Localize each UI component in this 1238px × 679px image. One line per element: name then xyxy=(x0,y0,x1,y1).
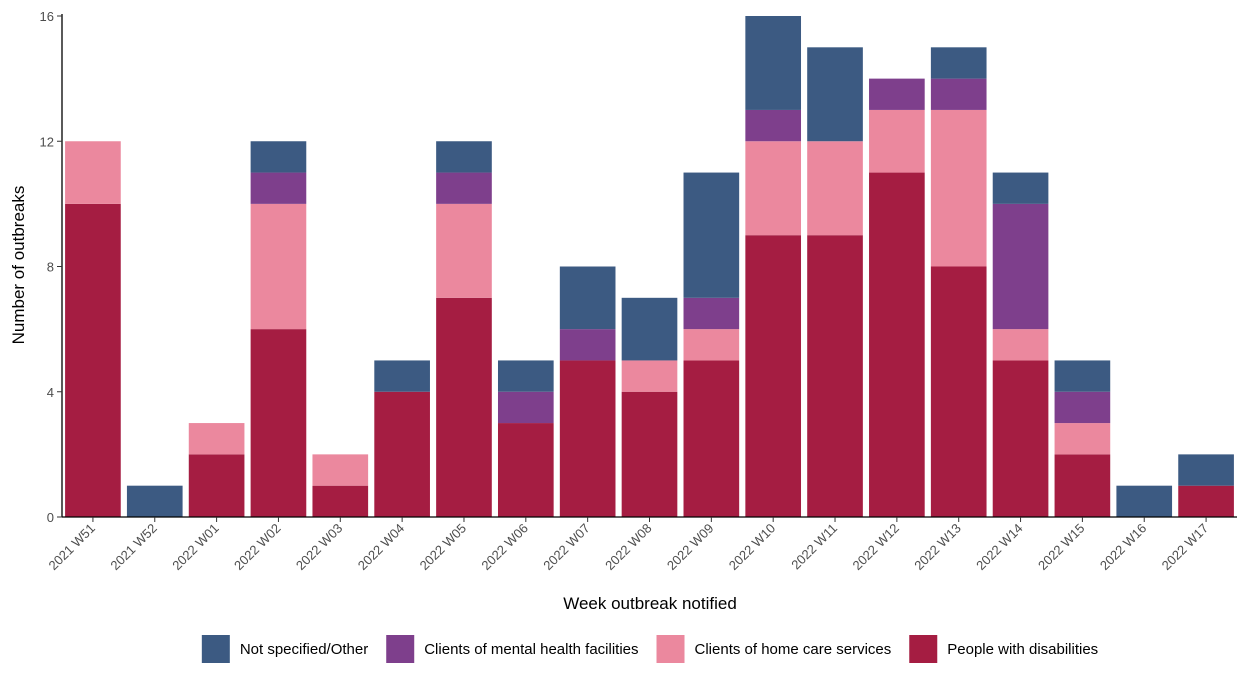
legend-swatch xyxy=(386,635,415,663)
bar-segment-2022-w07-people-with-disabilities xyxy=(559,360,616,517)
legend-item-clients-of-mental-health-facilities: Clients of mental health facilities xyxy=(386,635,639,663)
x-tick-label: 2021 W52 xyxy=(107,521,160,574)
x-tick-label: 2022 W08 xyxy=(602,521,655,574)
x-tick-label: 2022 W15 xyxy=(1035,521,1088,574)
bar-segment-2022-w12-clients-of-mental-health-facilities xyxy=(869,78,925,110)
y-tick-label: 0 xyxy=(47,510,54,525)
legend-item-clients-of-home-care-services: Clients of home care services xyxy=(656,635,892,663)
bar-segment-2022-w14-clients-of-mental-health-facilities xyxy=(992,203,1049,330)
x-tick-label: 2022 W17 xyxy=(1159,521,1212,574)
bar-segment-2022-w08-people-with-disabilities xyxy=(621,391,678,517)
bar-segment-2022-w02-people-with-disabilities xyxy=(250,329,307,517)
bar-segment-2022-w11-clients-of-home-care-services xyxy=(807,141,863,236)
x-tick-label: 2022 W09 xyxy=(664,521,717,574)
x-tick-label: 2021 W51 xyxy=(46,521,99,574)
bar-segment-2022-w05-not-specified-other xyxy=(436,141,492,173)
legend-label: Not specified/Other xyxy=(240,641,368,658)
bar-segment-2022-w03-people-with-disabilities xyxy=(312,485,369,517)
bar-segment-2022-w10-clients-of-mental-health-facilities xyxy=(745,109,802,142)
bar-segment-2022-w15-not-specified-other xyxy=(1054,360,1111,392)
x-tick-label: 2022 W14 xyxy=(973,521,1026,574)
y-tick-label: 4 xyxy=(47,385,54,400)
bars-layer xyxy=(65,16,1234,517)
legend-item-people-with-disabilities: People with disabilities xyxy=(909,635,1098,663)
bar-segment-2022-w09-people-with-disabilities xyxy=(683,360,740,517)
x-tick-label: 2022 W16 xyxy=(1097,521,1150,574)
bar-segment-2022-w12-people-with-disabilities xyxy=(869,172,925,517)
bar-segment-2022-w06-people-with-disabilities xyxy=(497,423,554,517)
bar-segment-2022-w09-clients-of-mental-health-facilities xyxy=(683,297,740,330)
x-tick-label: 2022 W05 xyxy=(417,521,470,574)
bar-segment-2022-w04-not-specified-other xyxy=(374,360,430,392)
bar-segment-2022-w14-clients-of-home-care-services xyxy=(992,329,1049,361)
bar-segment-2022-w13-not-specified-other xyxy=(930,47,987,79)
bar-segment-2022-w01-people-with-disabilities xyxy=(188,454,245,517)
bar-segment-2022-w02-not-specified-other xyxy=(250,141,307,173)
y-tick-label: 12 xyxy=(40,134,54,149)
bar-segment-2022-w13-clients-of-home-care-services xyxy=(930,109,987,267)
legend-item-not-specified-other: Not specified/Other xyxy=(201,635,368,663)
x-tick-label: 2022 W13 xyxy=(911,521,964,574)
bar-segment-2022-w13-clients-of-mental-health-facilities xyxy=(930,78,987,110)
bar-segment-2022-w13-people-with-disabilities xyxy=(930,266,987,517)
bar-segment-2022-w10-clients-of-home-care-services xyxy=(745,141,802,236)
bar-segment-2022-w14-people-with-disabilities xyxy=(992,360,1049,517)
x-tick-label: 2022 W06 xyxy=(478,521,531,574)
x-tick-label: 2022 W11 xyxy=(788,521,840,573)
bar-segment-2022-w10-people-with-disabilities xyxy=(745,235,802,517)
bar-segment-2022-w17-not-specified-other xyxy=(1178,454,1234,486)
x-axis-title: Week outbreak notified xyxy=(563,594,737,613)
x-tick-label: 2022 W04 xyxy=(355,521,408,574)
legend-label: People with disabilities xyxy=(947,641,1098,658)
x-tick-label: 2022 W03 xyxy=(293,521,346,574)
bar-segment-2022-w09-not-specified-other xyxy=(683,172,740,298)
y-tick-label: 8 xyxy=(47,260,54,275)
bar-segment-2022-w02-clients-of-home-care-services xyxy=(250,203,307,330)
legend: Not specified/Other Clients of mental hea… xyxy=(201,635,1098,663)
bar-segment-2022-w09-clients-of-home-care-services xyxy=(683,329,740,361)
x-tick-label: 2022 W02 xyxy=(231,521,284,574)
bar-segment-2022-w07-clients-of-mental-health-facilities xyxy=(559,329,616,361)
bar-segment-2022-w04-people-with-disabilities xyxy=(374,391,430,517)
bar-segment-2022-w17-people-with-disabilities xyxy=(1178,485,1234,517)
bar-segment-2022-w05-clients-of-home-care-services xyxy=(436,203,492,298)
x-tick-label: 2022 W07 xyxy=(540,521,593,574)
bar-segment-2022-w10-not-specified-other xyxy=(745,16,802,110)
bar-segment-2022-w11-people-with-disabilities xyxy=(807,235,863,517)
bar-segment-2022-w14-not-specified-other xyxy=(992,172,1049,204)
bar-segment-2022-w08-not-specified-other xyxy=(621,297,678,361)
y-tick-label: 16 xyxy=(40,9,54,24)
bar-segment-2022-w16-not-specified-other xyxy=(1116,485,1173,517)
x-tick-label: 2022 W12 xyxy=(849,521,902,574)
bar-segment-2022-w06-clients-of-mental-health-facilities xyxy=(497,391,554,424)
bar-segment-2022-w08-clients-of-home-care-services xyxy=(621,360,678,392)
bar-segment-2022-w06-not-specified-other xyxy=(497,360,554,392)
bar-segment-2022-w02-clients-of-mental-health-facilities xyxy=(250,172,307,204)
legend-swatch xyxy=(656,635,685,663)
bar-segment-2021-w51-people-with-disabilities xyxy=(65,203,121,517)
bar-segment-2022-w03-clients-of-home-care-services xyxy=(312,454,369,486)
bar-segment-2022-w05-clients-of-mental-health-facilities xyxy=(436,172,492,204)
legend-label: Clients of mental health facilities xyxy=(424,641,638,658)
bar-segment-2022-w11-not-specified-other xyxy=(807,47,863,142)
bar-segment-2022-w15-clients-of-home-care-services xyxy=(1054,423,1111,455)
x-tick-label: 2022 W10 xyxy=(726,521,779,574)
y-axis-title: Number of outbreaks xyxy=(9,186,28,345)
legend-swatch xyxy=(909,635,938,663)
legend-swatch xyxy=(201,635,230,663)
bar-segment-2022-w12-clients-of-home-care-services xyxy=(869,109,925,173)
bar-segment-2022-w01-clients-of-home-care-services xyxy=(188,423,245,455)
bar-segment-2022-w15-people-with-disabilities xyxy=(1054,454,1111,517)
bar-segment-2022-w15-clients-of-mental-health-facilities xyxy=(1054,391,1111,424)
bar-segment-2021-w51-clients-of-home-care-services xyxy=(65,141,121,204)
bar-segment-2022-w07-not-specified-other xyxy=(559,266,616,330)
legend-label: Clients of home care services xyxy=(695,641,892,658)
bar-segment-2021-w52-not-specified-other xyxy=(126,485,183,517)
x-tick-label: 2022 W01 xyxy=(169,521,222,574)
bar-segment-2022-w05-people-with-disabilities xyxy=(436,297,492,517)
